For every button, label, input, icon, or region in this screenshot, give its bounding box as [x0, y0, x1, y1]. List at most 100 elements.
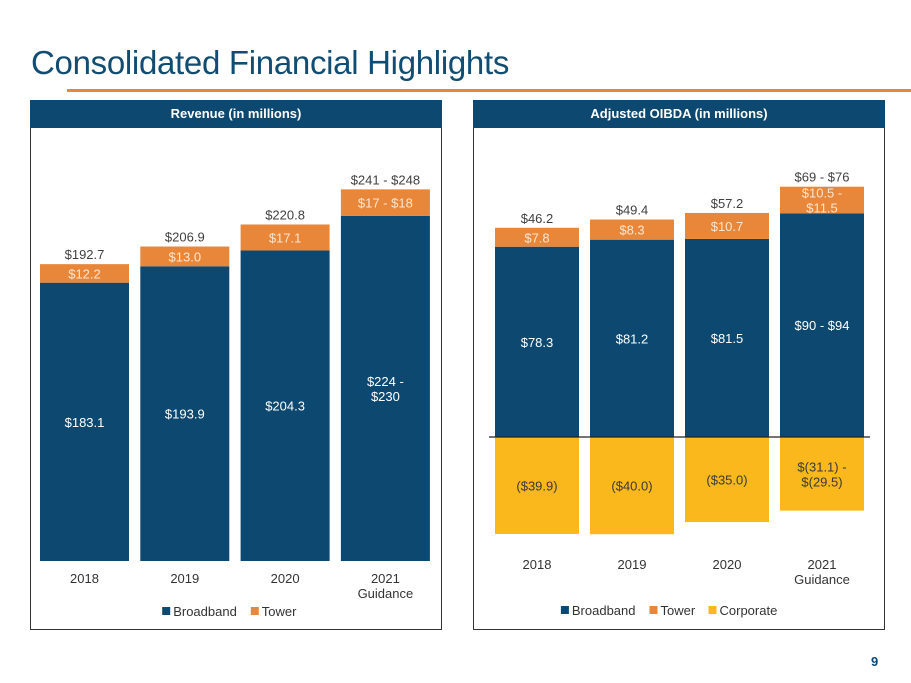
- oibda-chart-panel: Adjusted OIBDA (in millions) $78.3 $7.8 ($…: [473, 100, 885, 630]
- data-label-corporate-2018: ($39.9): [516, 478, 557, 493]
- oibda-chart-title: Adjusted OIBDA (in millions): [473, 100, 885, 128]
- legend-swatch-tower: [250, 607, 259, 615]
- data-label-broadband-2021-guidance-line: $224 -: [367, 374, 404, 389]
- x-tick-label-2021-guidance: 2021 Guidance: [358, 571, 414, 601]
- x-tick-label-2019-line: 2019: [618, 557, 647, 572]
- total-label-2020: $220.8: [265, 207, 305, 222]
- data-label-broadband-2021-guidance-line: $90 - $94: [795, 318, 850, 333]
- bar-tower-2019: [140, 246, 230, 267]
- data-label-tower-2018: $7.8: [524, 230, 549, 245]
- data-label-broadband-2020: $204.3: [265, 399, 305, 414]
- bar-tower-2021-guidance: [780, 186, 864, 214]
- x-tick-label-2021-guidance-line: 2021: [808, 557, 837, 572]
- bar-tower-2019: [590, 219, 674, 240]
- total-label-2019: $49.4: [616, 203, 649, 218]
- total-label-2021-guidance: $241 - $248: [351, 172, 420, 187]
- x-tick-label-2020: 2020: [271, 571, 300, 586]
- legend-label-broadband: Broadband: [572, 603, 636, 618]
- x-tick-label-2018: 2018: [70, 571, 99, 586]
- data-label-broadband-2018-line: $183.1: [65, 415, 105, 430]
- data-label-broadband-2020-line: $204.3: [265, 399, 305, 414]
- total-label-2018: $46.2: [521, 211, 554, 226]
- bar-tower-2018: [495, 227, 579, 247]
- data-label-tower-2021-guidance-line: $11.5: [806, 201, 838, 216]
- bars: $78.3 $7.8 ($39.9) $46.2 2018 $81.2 $8.3 ($40.0…: [495, 170, 864, 587]
- x-tick-label-2019-line: 2019: [170, 571, 199, 586]
- data-label-corporate-2020-line: ($35.0): [706, 473, 747, 488]
- x-tick-label-2018-line: 2018: [523, 557, 552, 572]
- bar-corporate-2018: [495, 437, 579, 534]
- x-tick-label-2021-guidance-line: Guidance: [358, 586, 414, 601]
- bar-broadband-2020: [240, 250, 330, 562]
- bar-tower-2021-guidance: [340, 189, 430, 216]
- data-label-tower-2021-guidance-line: $17 - $18: [358, 196, 413, 211]
- revenue-chart-title: Revenue (in millions): [30, 100, 442, 128]
- data-label-broadband-2020: $81.5: [711, 331, 744, 346]
- legend-swatch-broadband: [560, 606, 569, 614]
- data-label-tower-2020-line: $17.1: [269, 230, 302, 245]
- total-label-2021-guidance: $69 - $76: [795, 170, 850, 185]
- page-title: Consolidated Financial Highlights: [31, 44, 510, 81]
- bar-corporate-2019: [590, 437, 674, 535]
- data-label-broadband-2019-line: $81.2: [616, 331, 649, 346]
- data-label-tower-2020: $10.7: [711, 219, 744, 234]
- data-label-tower-2020-line: $10.7: [711, 219, 744, 234]
- bar-broadband-2021-guidance: [780, 213, 864, 437]
- legend-swatch-tower: [649, 606, 658, 614]
- legend: Broadband Tower: [162, 604, 297, 619]
- data-label-corporate-2021-guidance-line: $(29.5): [801, 474, 842, 489]
- data-label-corporate-2019-line: ($40.0): [611, 479, 652, 494]
- data-label-tower-2021-guidance: $17 - $18: [358, 196, 413, 211]
- data-label-tower-2019: $8.3: [619, 223, 644, 238]
- bar-tower-2020: [685, 212, 769, 239]
- data-label-broadband-2020-line: $81.5: [711, 331, 744, 346]
- x-tick-label-2020-line: 2020: [271, 571, 300, 586]
- x-tick-label-2021-guidance-line: Guidance: [794, 572, 850, 587]
- data-label-tower-2019-line: $13.0: [169, 249, 202, 264]
- bar-broadband-2020: [685, 238, 769, 437]
- data-label-corporate-2020: ($35.0): [706, 473, 747, 488]
- data-label-broadband-2018: $78.3: [521, 335, 554, 350]
- data-label-broadband-2018: $183.1: [65, 415, 105, 430]
- x-tick-label-2020: 2020: [713, 557, 742, 572]
- data-label-corporate-2018-line: ($39.9): [516, 478, 557, 493]
- legend-swatch-broadband: [162, 607, 171, 615]
- data-label-broadband-2019-line: $193.9: [165, 407, 205, 422]
- data-label-broadband-2018-line: $78.3: [521, 335, 554, 350]
- bars: $183.1 $12.2 $192.7 2018 $193.9 $13.0 $206.9 20…: [40, 172, 430, 601]
- legend-label-tower: Tower: [262, 604, 297, 619]
- bar-corporate-2020: [685, 437, 769, 523]
- bar-broadband-2019: [590, 239, 674, 437]
- data-label-broadband-2019: $81.2: [616, 331, 649, 346]
- page-number: 9: [871, 654, 879, 669]
- data-label-tower-2019: $13.0: [169, 249, 202, 264]
- data-label-corporate-2021-guidance-line: $(31.1) -: [797, 459, 846, 474]
- data-label-tower-2018-line: $12.2: [68, 266, 101, 281]
- x-tick-label-2018: 2018: [523, 557, 552, 572]
- x-tick-label-2018-line: 2018: [70, 571, 99, 586]
- bar-broadband-2018: [40, 282, 129, 561]
- data-label-broadband-2019: $193.9: [165, 407, 205, 422]
- legend-label-tower: Tower: [661, 603, 696, 618]
- data-label-tower-2019-line: $8.3: [619, 223, 644, 238]
- total-label-2020: $57.2: [711, 196, 744, 211]
- bar-corporate-2021-guidance: [780, 437, 864, 511]
- revenue-chart-panel: Revenue (in millions) $183.1 $12.2 $192.7 2…: [30, 100, 442, 630]
- data-label-corporate-2019: ($40.0): [611, 479, 652, 494]
- data-label-tower-2021-guidance-line: $10.5 -: [802, 186, 842, 201]
- legend-swatch-corporate: [708, 606, 717, 614]
- bar-broadband-2018: [495, 246, 579, 437]
- bar-broadband-2019: [140, 266, 230, 561]
- legend-label-broadband: Broadband: [173, 604, 237, 619]
- legend: Broadband Tower Corporate: [560, 603, 778, 618]
- legend-label-corporate: Corporate: [720, 603, 778, 618]
- bar-tower-2020: [240, 224, 330, 251]
- data-label-broadband-2021-guidance: $224 -$230: [367, 374, 404, 404]
- title-accent-rule: [67, 89, 911, 92]
- data-label-tower-2021-guidance: $10.5 -$11.5: [802, 186, 842, 216]
- total-label-2018: $192.7: [65, 247, 105, 262]
- data-label-tower-2020: $17.1: [269, 230, 302, 245]
- oibda-chart: $78.3 $7.8 ($39.9) $46.2 2018 $81.2 $8.3 ($40.0…: [489, 170, 870, 618]
- bar-tower-2018: [40, 264, 129, 283]
- x-tick-label-2021-guidance: 2021 Guidance: [794, 557, 850, 587]
